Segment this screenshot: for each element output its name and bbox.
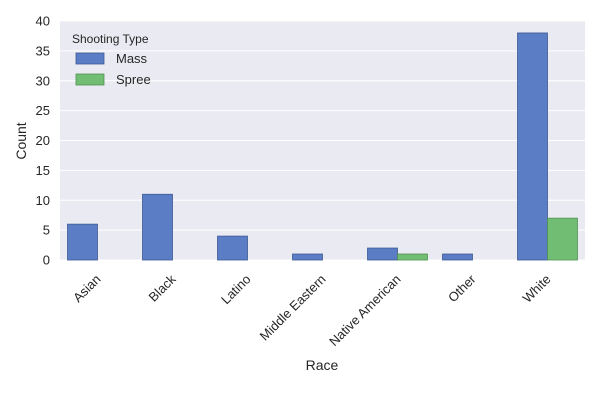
x-tick-label: Middle Eastern [257,272,329,344]
y-tick-label: 25 [36,103,50,118]
bar-mass-latino [217,235,248,261]
x-tick-label: Native American [326,272,404,350]
y-tick-label: 10 [36,193,50,208]
y-tick-labels: 0 5 10 15 20 25 30 35 40 [36,14,50,268]
legend-label-mass: Mass [116,51,148,66]
bar-mass-native-american [367,247,398,261]
y-tick-label: 0 [43,253,50,268]
x-tick-label: Latino [218,272,254,308]
bar-mass-other [442,253,473,261]
x-axis-label: Race [306,357,339,373]
x-tick-label: Black [146,271,179,304]
legend-swatch-mass [75,52,105,65]
bar-mass-black [142,193,173,261]
y-axis-label: Count [13,122,29,159]
y-tick-label: 5 [43,223,50,238]
legend: Shooting Type Mass Spree [72,32,151,87]
bar-mass-white [517,32,548,261]
bars [67,32,578,261]
y-tick-label: 35 [36,43,50,58]
x-tick-label: White [520,272,554,306]
legend-swatch-spree [75,73,105,86]
x-tick-label: Asian [70,272,104,306]
y-tick-label: 40 [36,14,50,29]
y-tick-label: 30 [36,73,50,88]
bar-spree-white [547,217,578,261]
bar-mass-asian [67,223,98,261]
legend-label-spree: Spree [116,72,151,87]
legend-title: Shooting Type [72,32,149,46]
bar-mass-middle-eastern [292,253,323,261]
y-tick-label: 20 [36,133,50,148]
bar-spree-native-american [397,253,428,261]
y-tick-label: 15 [36,163,50,178]
x-tick-label: Other [445,271,479,305]
